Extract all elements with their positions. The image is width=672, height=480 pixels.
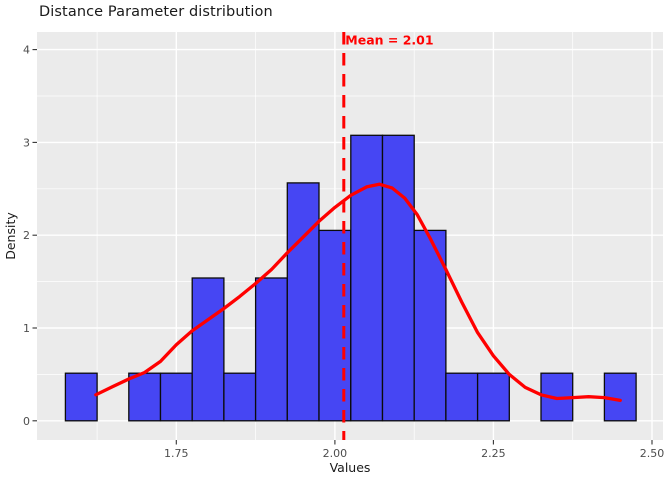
y-tick-label: 2 (23, 229, 30, 242)
histogram-bar (191, 277, 225, 422)
histogram-bar (350, 134, 384, 422)
density-curve (94, 182, 622, 403)
histogram-bar (318, 229, 352, 422)
histogram-bar (381, 134, 415, 422)
y-tick-label: 1 (23, 322, 30, 335)
x-tick-label: 2.00 (323, 447, 348, 460)
y-tick-label: 4 (23, 44, 30, 57)
histogram-bar (223, 372, 257, 422)
histogram-bar (254, 277, 288, 422)
y-tick-label: 0 (23, 415, 30, 428)
chart-title: Distance Parameter distribution (39, 4, 273, 20)
y-axis-title: Density (3, 212, 18, 260)
histogram-bar (286, 182, 320, 422)
histogram-bar (476, 372, 510, 422)
histogram-bar (128, 372, 162, 422)
x-axis-title: Values (330, 460, 371, 475)
x-tick-label: 2.50 (640, 447, 665, 460)
mean-label: Mean = 2.01 (345, 33, 433, 48)
y-tick-label: 3 (23, 136, 30, 149)
histogram-bar (445, 372, 479, 422)
histogram-bar (64, 372, 98, 422)
histogram-bar (159, 372, 193, 422)
x-tick-label: 2.25 (481, 447, 506, 460)
x-tick-label: 1.75 (164, 447, 189, 460)
